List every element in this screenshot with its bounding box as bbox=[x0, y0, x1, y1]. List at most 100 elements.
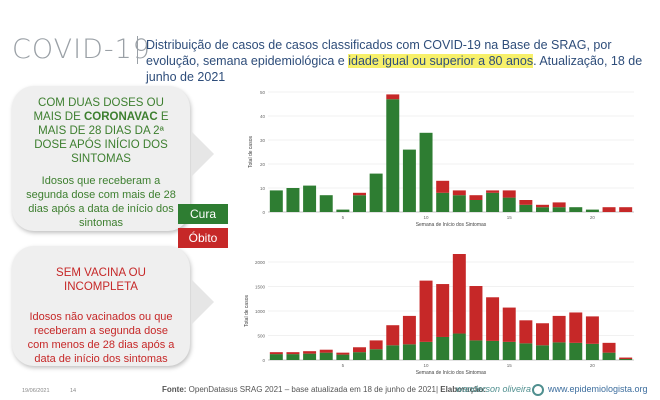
chart-unvaccinated: 0 500 1000 1500 2000 5 10 15 20 Semana de Início … bbox=[244, 254, 634, 376]
bar-cura bbox=[269, 354, 283, 360]
bar-obito bbox=[386, 325, 400, 346]
x-tick-label: 20 bbox=[590, 215, 596, 220]
bar-obito bbox=[502, 307, 516, 342]
bar-obito bbox=[469, 286, 483, 341]
bar-cura bbox=[502, 197, 516, 212]
bar-obito bbox=[602, 342, 616, 353]
bar-cura bbox=[319, 352, 333, 360]
subtitle-highlight: idade igual ou superior a 80 anos bbox=[348, 54, 534, 68]
bar-cura bbox=[419, 341, 433, 360]
unvaccinated-group-description: Idosos não vacinados ou que receberam a … bbox=[27, 311, 175, 365]
bar-obito bbox=[353, 347, 366, 353]
bar-cura bbox=[303, 185, 317, 212]
bar-cura bbox=[419, 132, 433, 212]
vaccinated-group-box: COM DUAS DOSES OU MAIS DE CORONAVAC E MA… bbox=[12, 86, 190, 231]
bar-obito bbox=[402, 315, 416, 345]
bar-cura bbox=[286, 188, 300, 212]
y-tick-label: 40 bbox=[260, 114, 266, 119]
y-tick-label: 2000 bbox=[255, 260, 266, 265]
vaccinated-title-post: E MAIS DE 28 DIAS DA 2ª DOSE APÓS INÍCIO… bbox=[34, 111, 169, 165]
bar-obito bbox=[353, 192, 366, 196]
bar-cura bbox=[486, 340, 500, 360]
subtitle-part1: Distribuição de casos de casos classific… bbox=[146, 38, 612, 68]
vaccinated-title-bold: CORONAVAC bbox=[83, 111, 158, 123]
x-tick-label: 20 bbox=[590, 363, 596, 368]
bar-obito bbox=[585, 316, 599, 344]
footer-source-label: Fonte: bbox=[162, 385, 187, 394]
y-tick-label: 1000 bbox=[255, 309, 266, 314]
bar-obito bbox=[502, 190, 516, 198]
bar-obito bbox=[602, 207, 616, 212]
bar-cura bbox=[585, 343, 599, 360]
legend-cura: Cura bbox=[178, 204, 228, 224]
bar-obito bbox=[436, 284, 450, 337]
legend-obito: Óbito bbox=[178, 228, 228, 248]
bar-obito bbox=[369, 340, 383, 350]
y-tick-label: 50 bbox=[260, 90, 266, 95]
bar-cura bbox=[519, 204, 533, 212]
bar-cura bbox=[486, 192, 500, 212]
bar-cura bbox=[536, 207, 549, 212]
bar-obito bbox=[519, 320, 533, 344]
footer-source-text: OpenDatasus SRAG 2021 – base atualizada … bbox=[186, 385, 441, 394]
y-tick-label: 1500 bbox=[255, 285, 266, 290]
chart-vaccinated: 0 10 20 30 40 50 5 10 15 20 Semana de Início dos S… bbox=[248, 90, 634, 228]
vaccinated-group-description: Idosos que receberam a segunda dose com … bbox=[26, 175, 176, 229]
bar-cura bbox=[353, 352, 366, 360]
bar-obito bbox=[619, 357, 633, 360]
unvaccinated-group-title: SEM VACINA OU INCOMPLETA bbox=[56, 267, 146, 293]
bar-cura bbox=[336, 354, 350, 360]
bar-obito bbox=[452, 190, 466, 196]
bar-cura bbox=[569, 342, 583, 360]
y-axis-label: Total de casos bbox=[244, 295, 250, 327]
footer-elab-label: Elaboração: bbox=[440, 385, 487, 394]
title-divider bbox=[137, 36, 138, 64]
bar-obito bbox=[436, 180, 450, 193]
y-tick-label: 30 bbox=[260, 138, 266, 143]
bar-obito bbox=[386, 94, 400, 100]
bar-cura bbox=[386, 99, 400, 212]
bar-cura bbox=[469, 200, 483, 212]
arrow-right-icon bbox=[192, 280, 214, 324]
bar-cura bbox=[452, 333, 466, 360]
bar-cura bbox=[353, 195, 366, 212]
bar-cura bbox=[402, 149, 416, 212]
bar-cura bbox=[519, 343, 533, 360]
bar-obito bbox=[452, 254, 466, 334]
magnifier-logo-icon bbox=[532, 384, 544, 396]
y-tick-label: 20 bbox=[260, 162, 266, 167]
footer-author: wanderson oliveira bbox=[456, 384, 532, 394]
subtitle-part2: . Atualização, 18 de junho de 2021 bbox=[146, 54, 643, 84]
bar-cura bbox=[585, 209, 599, 212]
x-axis-label: Semana de Início dos Sintomas bbox=[416, 370, 487, 376]
bar-cura bbox=[402, 344, 416, 360]
y-tick-label: 500 bbox=[257, 334, 265, 339]
bar-cura bbox=[336, 209, 350, 212]
bar-obito bbox=[552, 315, 566, 343]
bar-obito bbox=[536, 323, 549, 346]
x-tick-label: 5 bbox=[342, 215, 345, 220]
y-tick-label: 0 bbox=[262, 210, 265, 215]
bar-cura bbox=[552, 207, 566, 212]
y-tick-label: 0 bbox=[262, 358, 265, 363]
bar-cura bbox=[386, 345, 400, 360]
x-tick-label: 5 bbox=[342, 363, 345, 368]
bar-obito bbox=[486, 297, 500, 341]
bar-cura bbox=[436, 336, 450, 360]
x-tick-label: 15 bbox=[507, 363, 513, 368]
footer-site-link[interactable]: www.epidemiologista.org bbox=[548, 384, 648, 394]
bar-cura bbox=[369, 173, 383, 212]
x-axis-label: Semana de Início dos Sintomas bbox=[416, 222, 487, 228]
bar-obito bbox=[619, 207, 633, 212]
bar-obito bbox=[486, 190, 500, 193]
bar-cura bbox=[569, 207, 583, 212]
footer-date: 19/06/2021 bbox=[22, 388, 50, 394]
bar-cura bbox=[286, 354, 300, 360]
bar-obito bbox=[569, 312, 583, 343]
bar-cura bbox=[303, 353, 317, 360]
bar-cura bbox=[269, 190, 283, 212]
bar-obito bbox=[269, 352, 283, 355]
bar-cura bbox=[502, 341, 516, 360]
vaccinated-title-pre: COM DUAS DOSES OU MAIS DE bbox=[33, 97, 164, 123]
footer: 19/06/2021 14 Fonte: OpenDatasus SRAG 20… bbox=[0, 382, 660, 400]
